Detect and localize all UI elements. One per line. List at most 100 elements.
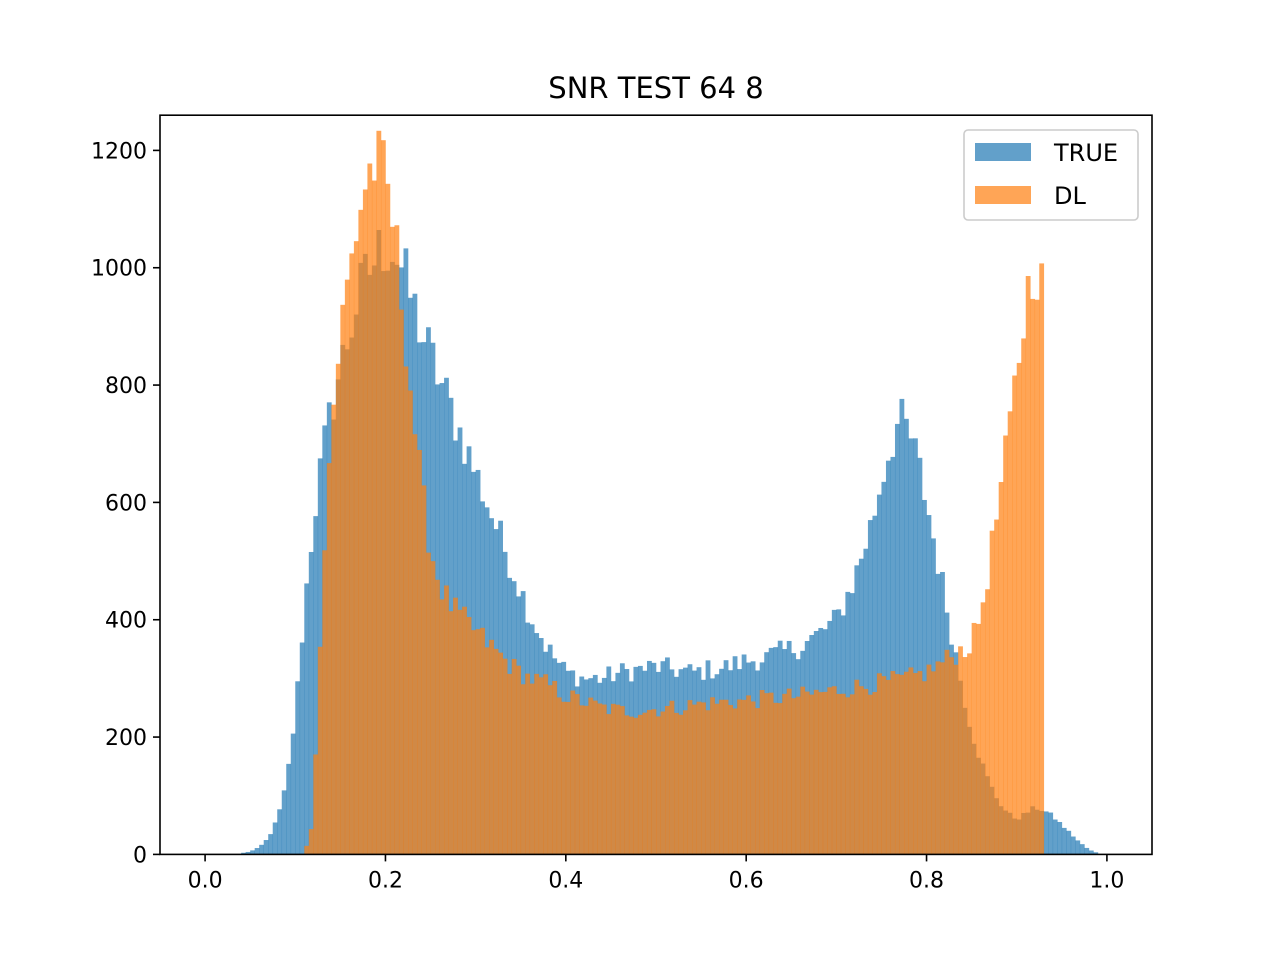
histogram-bar	[931, 671, 936, 855]
histogram-bar	[836, 693, 842, 855]
histogram-bar	[1088, 850, 1094, 855]
histogram-bar	[908, 667, 914, 855]
histogram-bar	[885, 460, 891, 855]
histogram-bar	[597, 703, 603, 855]
histogram-bar	[398, 309, 404, 855]
histogram-bar	[268, 834, 274, 855]
histogram-bar	[665, 705, 670, 855]
histogram-bar	[1084, 847, 1090, 855]
histogram-bar	[818, 692, 824, 855]
histogram-bar	[538, 677, 544, 855]
histogram-bar	[764, 693, 770, 855]
x-tick-label: 0.0	[188, 868, 223, 893]
histogram-bar	[380, 140, 386, 855]
histogram-bar	[944, 649, 950, 855]
histogram-bar	[732, 708, 738, 855]
histogram-bar	[529, 683, 535, 855]
histogram-bar	[777, 703, 783, 855]
histogram-bar	[759, 690, 765, 855]
histogram-bar	[362, 189, 368, 855]
histogram-bar	[462, 606, 467, 855]
histogram-bar	[683, 710, 688, 855]
histogram-bar	[588, 697, 594, 855]
histogram-bar	[295, 681, 301, 855]
histogram-bar	[949, 657, 954, 855]
y-tick-label: 200	[105, 726, 147, 751]
histogram-bar	[998, 482, 1004, 855]
histogram-bar	[876, 673, 882, 855]
histogram-bar	[962, 657, 968, 855]
histogram-bar	[872, 692, 878, 855]
histogram-bar	[1057, 821, 1063, 855]
histogram-bar	[367, 163, 373, 855]
histogram-bar	[592, 700, 598, 855]
y-tick-label: 800	[105, 374, 147, 399]
histogram-bar	[389, 226, 395, 855]
histogram-bar	[692, 704, 697, 855]
histogram-bar	[394, 225, 400, 855]
histogram-bar	[570, 690, 576, 855]
histogram-bar	[800, 686, 806, 855]
x-tick-label: 0.6	[729, 868, 764, 893]
histogram-bar	[408, 390, 413, 855]
histogram-bar	[637, 714, 643, 855]
y-tick-label: 400	[105, 609, 147, 634]
histogram-bar	[980, 602, 986, 855]
y-tick-label: 1200	[91, 139, 147, 164]
histogram-bar	[750, 701, 756, 855]
histogram-bar	[583, 705, 589, 855]
histogram-bar	[985, 589, 990, 855]
histogram-bar	[737, 699, 742, 855]
histogram-bar	[922, 681, 927, 855]
histogram-bar	[922, 499, 927, 855]
y-tick-label: 0	[133, 843, 147, 868]
histogram-bar	[344, 279, 350, 855]
histogram-bar	[313, 516, 319, 855]
histogram-bar	[1075, 840, 1081, 855]
histogram-bar	[890, 671, 896, 855]
histogram-bar	[660, 711, 666, 855]
histogram-bar	[326, 463, 332, 855]
legend-swatch-true	[975, 143, 1031, 161]
histogram-bar	[299, 642, 305, 855]
histogram-bar	[696, 701, 702, 855]
x-tick-label: 0.4	[548, 868, 583, 893]
histogram-bar	[624, 715, 630, 855]
histogram-bar	[1034, 299, 1040, 855]
histogram-bar	[1052, 819, 1058, 855]
histogram-bar	[809, 694, 815, 855]
histogram-bar	[741, 699, 747, 855]
y-tick-label: 600	[105, 491, 147, 516]
histogram-bar	[471, 630, 476, 855]
histogram-bar	[831, 686, 837, 855]
histogram-bar	[403, 366, 409, 855]
legend-label-true: TRUE	[1053, 139, 1118, 167]
histogram-bar	[1025, 276, 1031, 855]
histogram-bar	[426, 552, 431, 855]
histogram-bar	[1012, 375, 1018, 855]
histogram-bar	[994, 519, 999, 855]
histogram-bar	[782, 693, 788, 855]
histogram-bar	[619, 706, 625, 855]
histogram-bar	[881, 481, 887, 855]
histogram-bar	[480, 627, 485, 855]
histogram-bar	[435, 579, 440, 855]
histogram-bar	[417, 449, 422, 855]
histogram-bar	[286, 763, 292, 855]
histogram-bar	[1030, 298, 1036, 855]
histogram-bar	[813, 689, 819, 855]
histogram-bar	[958, 646, 963, 855]
histogram-bar	[520, 684, 526, 855]
chart-title: SNR TEST 64 8	[548, 71, 763, 105]
histogram-bar	[773, 702, 779, 855]
histogram-bar	[543, 674, 549, 855]
histogram-bar	[858, 686, 864, 855]
y-tick-label: 1000	[91, 257, 147, 282]
histogram-bar	[376, 130, 382, 855]
histogram-bar	[719, 699, 724, 855]
histogram-bar	[872, 515, 878, 855]
histogram-bar	[574, 694, 580, 855]
histogram-bar	[353, 241, 359, 855]
histogram-bar	[349, 253, 355, 855]
histogram-bar	[371, 180, 377, 855]
